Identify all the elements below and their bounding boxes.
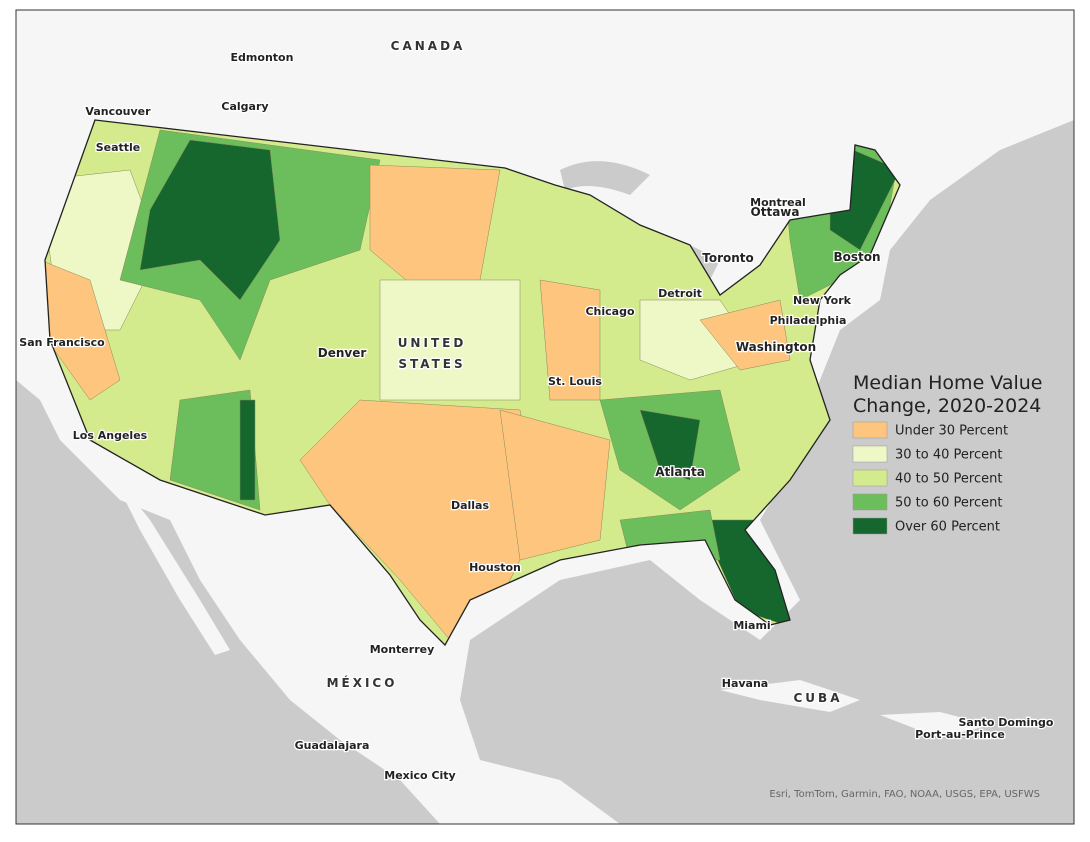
region	[499, 409, 611, 561]
city-label: Boston	[833, 250, 880, 264]
city-label: St. Louis	[548, 375, 602, 388]
city-label: Toronto	[702, 251, 754, 265]
region	[139, 139, 281, 301]
region	[45, 259, 121, 401]
city-label: Atlanta	[655, 465, 705, 479]
city-label: Philadelphia	[770, 314, 847, 327]
legend-swatch	[852, 469, 888, 487]
city-label: Detroit	[658, 287, 702, 300]
city-label: Ottawa	[751, 205, 800, 219]
city-label: Mexico City	[384, 769, 455, 782]
baja	[110, 470, 230, 655]
city-label: Edmonton	[231, 51, 294, 64]
legend-title: Change, 2020-2024	[853, 395, 1041, 417]
legend-label: 40 to 50 Percent	[895, 472, 1002, 487]
city-label: Chicago	[585, 305, 634, 318]
city-label: Denver	[318, 346, 367, 360]
city-label: Houston	[469, 561, 521, 574]
legend-label: 30 to 40 Percent	[895, 448, 1002, 463]
legend-label: 50 to 60 Percent	[895, 496, 1002, 511]
city-label: Los Angeles	[73, 429, 148, 442]
us-fill	[45, 120, 900, 645]
legend-swatch	[852, 517, 888, 535]
hispaniola-land	[880, 712, 990, 738]
city-label: Santo Domingo	[958, 716, 1053, 729]
region	[379, 279, 521, 401]
region	[239, 399, 256, 501]
city-label: Washington	[736, 340, 816, 354]
frame	[15, 9, 1075, 825]
country-label: CUBA	[794, 691, 843, 705]
city-label: New York	[793, 294, 852, 307]
us-outline	[44, 119, 901, 647]
country-label: CANADA	[391, 39, 466, 53]
city-label: Monterrey	[370, 643, 435, 656]
city-label: Seattle	[96, 141, 141, 154]
city-label: Port-au-Prince	[915, 728, 1005, 741]
city-label: Montreal	[750, 196, 806, 209]
legend: Median Home Value Change, 2020-2024 Unde…	[852, 372, 1042, 535]
cuba-land	[720, 680, 860, 712]
country-label: UNITED	[398, 336, 467, 350]
attribution: Esri, TomTom, Garmin, FAO, NOAA, USGS, E…	[769, 789, 1040, 800]
country-label: MÉXICO	[327, 675, 398, 690]
city-label: Guadalajara	[295, 739, 370, 752]
region	[639, 409, 701, 481]
city-label: Calgary	[221, 100, 268, 113]
legend-title: Median Home Value	[853, 372, 1042, 394]
legend-swatch	[852, 493, 888, 511]
city-label: Dallas	[451, 499, 490, 512]
country-label: STATES	[398, 357, 465, 371]
city-label: San Francisco	[19, 336, 105, 349]
legend-label: Over 60 Percent	[895, 520, 1000, 535]
legend-swatch	[852, 421, 888, 439]
legend-label: Under 30 Percent	[895, 424, 1008, 439]
region	[169, 389, 261, 511]
legend-swatch	[852, 445, 888, 463]
lake-superior	[560, 161, 650, 195]
city-label: Vancouver	[85, 105, 151, 118]
city-label: Havana	[722, 677, 768, 690]
city-label: Miami	[733, 619, 770, 632]
region	[699, 299, 791, 371]
